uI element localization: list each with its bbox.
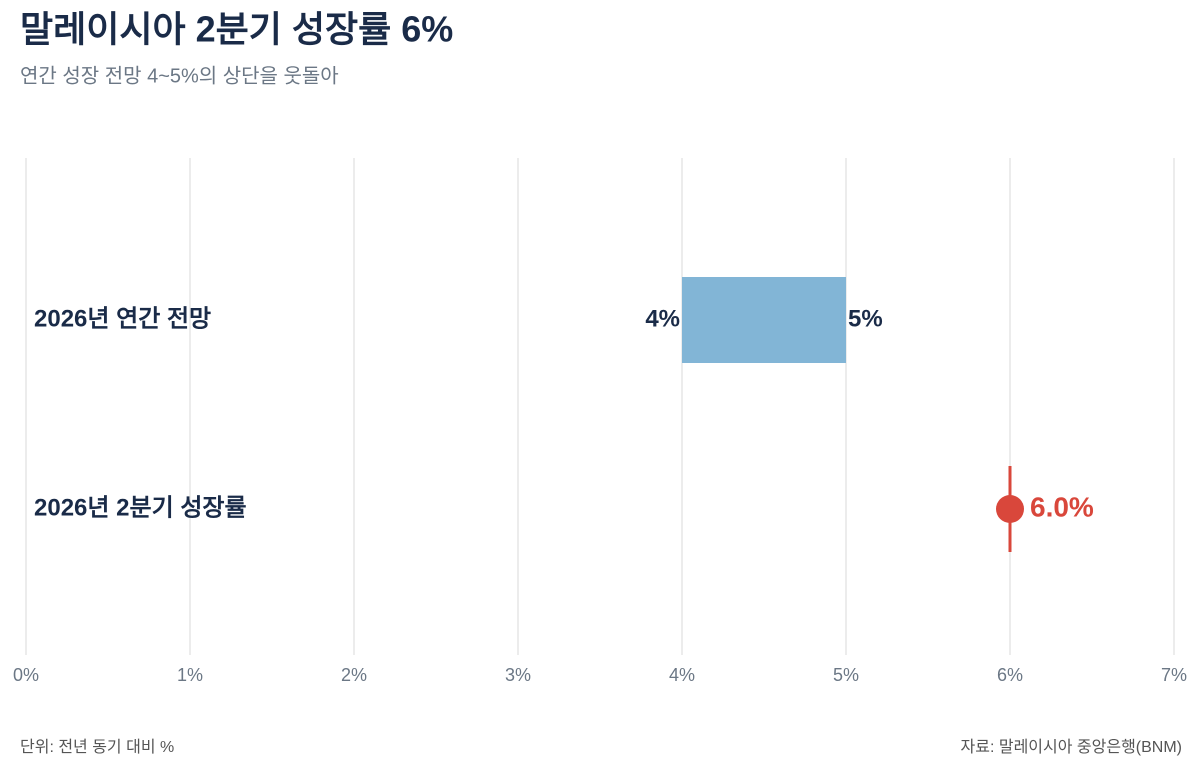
x-tick-label: 1%	[177, 665, 203, 685]
source: 자료: 말레이시아 중앙은행(BNM)	[961, 738, 1182, 756]
value-label: 6.0%	[1030, 491, 1094, 522]
chart-subtitle: 연간 성장 전망 4~5%의 상단을 웃돌아	[20, 64, 339, 87]
note: 단위: 전년 동기 대비 %	[20, 738, 174, 756]
value-label: 4%	[645, 305, 680, 332]
x-tick-label: 6%	[997, 665, 1023, 685]
x-tick-label: 0%	[13, 665, 39, 685]
range-bar	[682, 277, 846, 363]
x-tick-label: 7%	[1161, 665, 1187, 685]
value-label: 5%	[848, 305, 883, 332]
x-tick-label: 5%	[833, 665, 859, 685]
category-label: 2026년 2분기 성장률	[34, 494, 247, 521]
x-tick-label: 2%	[341, 665, 367, 685]
point	[996, 495, 1024, 523]
x-tick-label: 3%	[505, 665, 531, 685]
category-label: 2026년 연간 전망	[34, 305, 211, 332]
x-tick-label: 4%	[669, 665, 695, 685]
chart-title: 말레이시아 2분기 성장률 6%	[20, 9, 453, 50]
